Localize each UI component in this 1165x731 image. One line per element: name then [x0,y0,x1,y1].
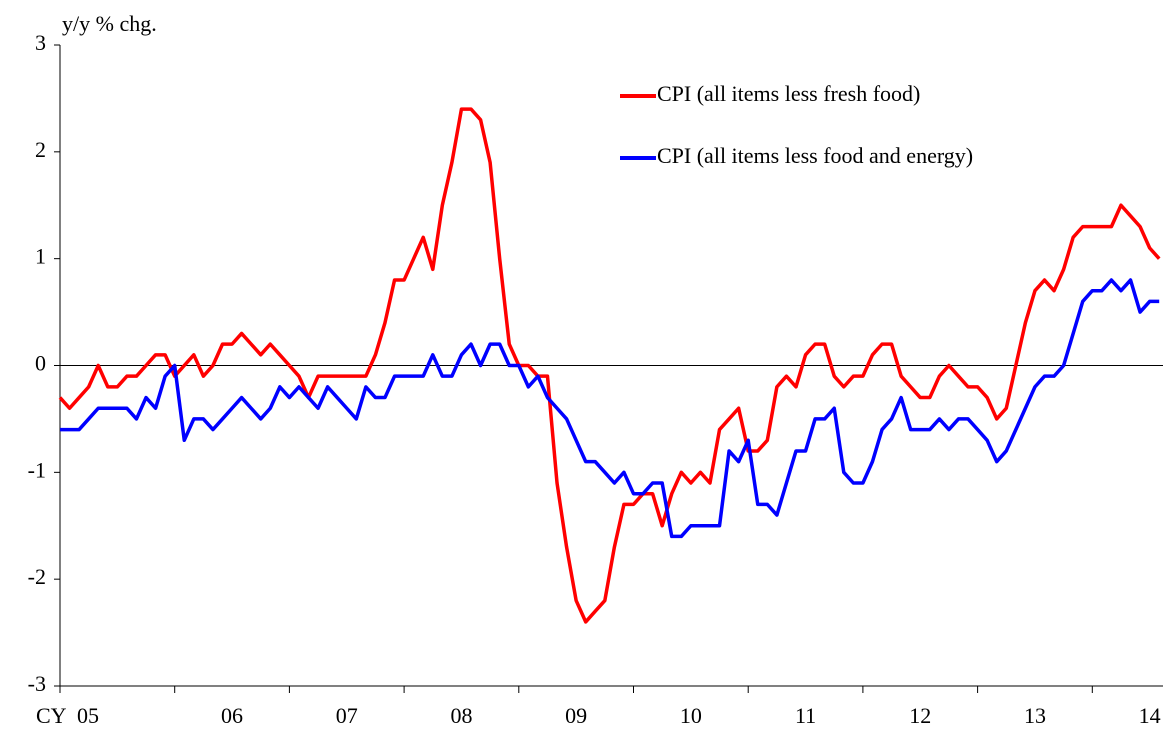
y-tick-label: 1 [35,244,46,269]
series-line [60,278,1160,539]
x-tick-label: 12 [909,703,931,728]
y-axis-label: y/y % chg. [62,11,157,36]
y-tick-label: -3 [28,671,46,696]
y-tick-label: -2 [28,564,46,589]
x-tick-label: 13 [1024,703,1046,728]
x-tick-label: 11 [795,703,816,728]
x-tick-label: 08 [450,703,472,728]
y-tick-label: 3 [35,30,46,55]
x-tick-label: 10 [680,703,702,728]
x-tick-label: 06 [221,703,243,728]
x-tick-label: 05 [77,703,99,728]
x-tick-label: 14 [1139,703,1161,728]
y-tick-label: 0 [35,351,46,376]
x-tick-label: 07 [336,703,358,728]
legend-label: CPI (all items less fresh food) [657,81,920,106]
x-axis-label: CY [36,703,67,728]
y-tick-label: -1 [28,457,46,482]
series-line [58,107,1161,624]
y-tick-label: 2 [35,137,46,162]
x-tick-label: 09 [565,703,587,728]
legend-label: CPI (all items less food and energy) [657,143,973,168]
